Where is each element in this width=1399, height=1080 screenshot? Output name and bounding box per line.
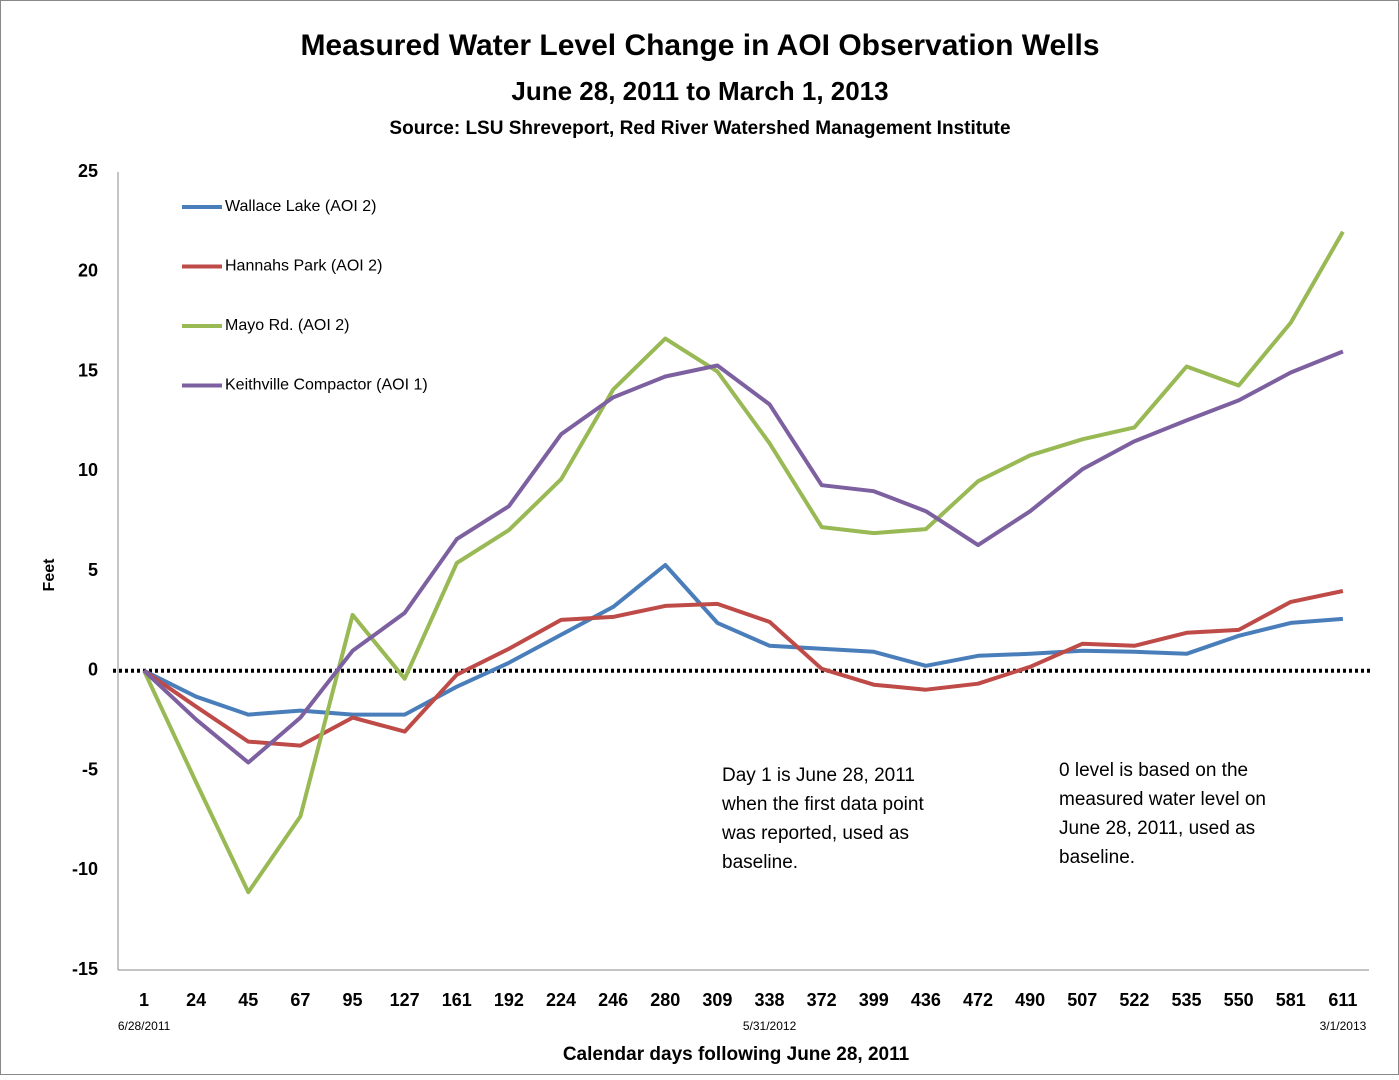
x-tick-label: 535: [1172, 990, 1202, 1010]
x-date-label: 3/1/2013: [1320, 1019, 1367, 1033]
chart-source: Source: LSU Shreveport, Red River Waters…: [389, 118, 1010, 139]
x-tick-label: 127: [390, 990, 420, 1010]
annotation: was reported, used as: [721, 823, 909, 844]
annotation: Day 1 is June 28, 2011: [722, 765, 915, 786]
y-tick-label: 5: [88, 560, 98, 580]
x-tick-label: 436: [911, 990, 941, 1010]
legend-label: Wallace Lake (AOI 2): [225, 198, 376, 215]
annotation: measured water level on: [1059, 789, 1266, 810]
x-tick-label: 550: [1224, 990, 1254, 1010]
x-tick-label: 507: [1067, 990, 1097, 1010]
annotation: 0 level is based on the: [1059, 760, 1248, 781]
y-axis-label: Feet: [41, 558, 58, 592]
x-axis-label: Calendar days following June 28, 2011: [563, 1044, 910, 1065]
x-tick-label: 611: [1328, 990, 1357, 1010]
x-tick-label: 399: [859, 990, 889, 1010]
x-tick-label: 192: [494, 990, 524, 1010]
x-tick-label: 45: [238, 990, 258, 1010]
y-tick-label: 10: [78, 460, 98, 480]
y-tick-label: 0: [88, 660, 98, 680]
legend-label: Keithville Compactor (AOI 1): [225, 377, 428, 394]
y-tick-label: -15: [72, 959, 98, 979]
x-date-label: 6/28/2011: [118, 1019, 171, 1033]
x-tick-label: 246: [598, 990, 628, 1010]
y-tick-label: -5: [82, 759, 98, 779]
y-tick-label: -10: [72, 859, 98, 879]
x-date-label: 5/31/2012: [743, 1019, 797, 1033]
x-tick-label: 1: [139, 990, 149, 1010]
chart-subtitle: June 28, 2011 to March 1, 2013: [511, 76, 888, 106]
x-tick-label: 95: [343, 990, 363, 1010]
series-line: [143, 563, 1344, 717]
legend-label: Hannahs Park (AOI 2): [225, 258, 382, 275]
chart-title: Measured Water Level Change in AOI Obser…: [300, 29, 1099, 62]
series-line: [142, 230, 1345, 895]
y-tick-label: 15: [78, 360, 98, 380]
x-tick-label: 161: [442, 990, 472, 1010]
x-tick-label: 24: [186, 990, 206, 1010]
annotation: baseline.: [1059, 847, 1135, 868]
x-tick-label: 67: [290, 990, 310, 1010]
x-tick-label: 224: [546, 990, 576, 1010]
x-tick-label: 522: [1119, 990, 1149, 1010]
x-tick-label: 372: [807, 990, 837, 1010]
annotation: June 28, 2011, used as: [1059, 818, 1255, 839]
annotation: baseline.: [722, 852, 798, 873]
y-tick-label: 20: [78, 261, 98, 281]
x-tick-label: 472: [963, 990, 993, 1010]
annotation: when the first data point: [721, 794, 924, 815]
x-tick-label: 280: [650, 990, 680, 1010]
x-tick-label: 490: [1015, 990, 1045, 1010]
x-tick-label: 309: [702, 990, 732, 1010]
x-tick-label: 581: [1276, 990, 1306, 1010]
y-tick-label: 25: [78, 161, 98, 181]
series-line: [142, 589, 1344, 748]
x-tick-label: 338: [755, 990, 785, 1010]
series-line: [142, 349, 1344, 765]
legend-label: Mayo Rd. (AOI 2): [225, 317, 349, 334]
